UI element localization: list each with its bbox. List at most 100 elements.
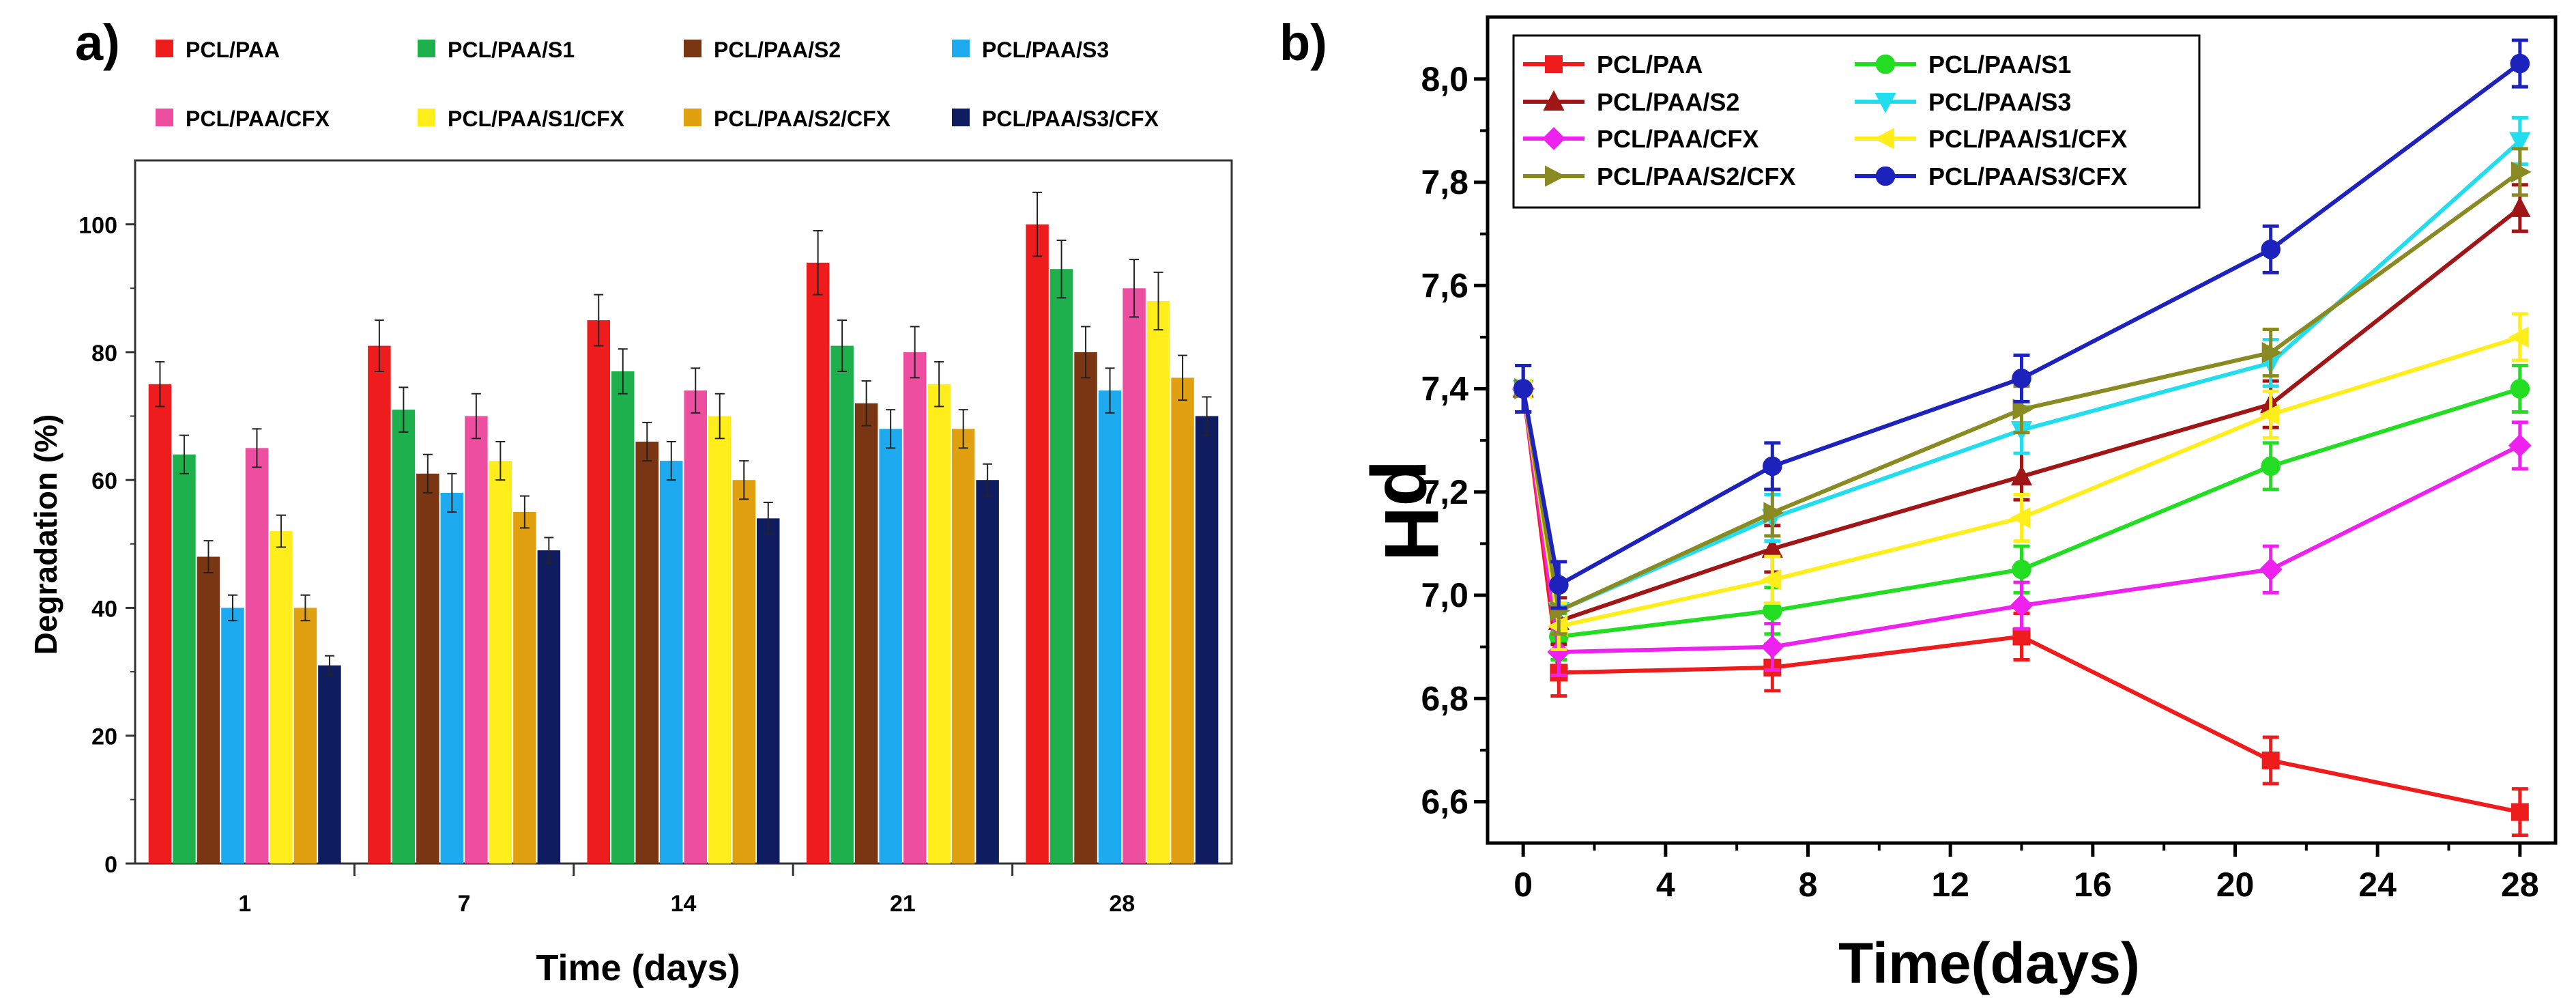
- data-point-pcl-paa-cfx-day-14: [2010, 594, 2034, 618]
- legend-marker: [1545, 165, 1565, 187]
- legend-marker: [1542, 127, 1565, 150]
- bar-pcl-paa-s2-day-1: [197, 556, 220, 864]
- bar-pcl-paa-s3-cfx-day-14: [757, 518, 780, 864]
- x-tick-label: 28: [2501, 866, 2539, 904]
- legend-label: PCL/PAA/S3: [982, 38, 1109, 62]
- bar-pcl-paa-s3-day-7: [440, 492, 464, 864]
- legend-label: PCL/PAA: [186, 38, 280, 62]
- bar-pcl-paa-s3-cfx-day-7: [537, 550, 561, 864]
- y-tick-label: 0: [104, 852, 117, 878]
- line-chart-legend: PCL/PAA PCL/PAA/S1 PCL/PAA/S2 PCL/PAA/S3 PCL…: [1512, 34, 2201, 209]
- bar-pcl-paa-s2-cfx-day-1: [293, 608, 317, 864]
- x-tick-label: 7: [458, 891, 471, 917]
- bar-pcl-paa-cfx-day-7: [465, 416, 488, 864]
- bar-chart-legend: PCL/PAA PCL/PAA/S1 PCL/PAA/S2 PCL/PAA/S3 PCL…: [156, 38, 1159, 131]
- bar-pcl-paa-s2-day-7: [416, 473, 439, 864]
- legend-swatch-pcl-paa-s3: [952, 40, 970, 57]
- bar-pcl-paa-s1-cfx-day-21: [927, 384, 951, 864]
- legend-label: PCL/PAA/CFX: [1597, 125, 1759, 153]
- data-point-pcl-paa-s3-cfx-day-0: [1513, 379, 1533, 399]
- bar-pcl-paa-s1-day-14: [611, 371, 635, 864]
- bar-pcl-paa-s3-cfx-day-21: [976, 480, 999, 864]
- degradation-bar-chart: a) PCL/PAA PCL/PAA/S1 PCL/PAA/S2 PCL/PAA/S3…: [28, 14, 1233, 988]
- bar-pcl-paa-s1-day-28: [1050, 269, 1073, 864]
- data-point-pcl-paa-s1-cfx-day-7: [1761, 569, 1782, 590]
- y-tick-label: 80: [91, 341, 117, 367]
- bar-pcl-paa-s1-day-1: [173, 454, 196, 864]
- data-point-pcl-paa-s2-day-7: [1761, 537, 1783, 558]
- data-point-pcl-paa-day-21: [2261, 752, 2280, 769]
- legend-label: PCL/PAA/S1: [1928, 51, 2071, 79]
- bar-pcl-paa-s1-day-21: [830, 345, 854, 864]
- legend-label: PCL/PAA/S2/CFX: [1597, 162, 1795, 190]
- legend-label: PCL/PAA/S2: [714, 38, 841, 62]
- bar-pcl-paa-s3-day-21: [879, 429, 902, 864]
- legend-marker: [1875, 166, 1896, 186]
- data-point-pcl-paa-s3-cfx-day-28: [2510, 53, 2530, 74]
- bar-pcl-paa-s2-day-28: [1074, 352, 1097, 864]
- bar-pcl-paa-s2-cfx-day-7: [513, 512, 536, 864]
- legend-swatch-pcl-paa: [156, 40, 173, 57]
- bar-pcl-paa-day-7: [368, 345, 391, 864]
- legend-label: PCL/PAA/S3: [1928, 88, 2071, 116]
- bar-chart-x-axis-title: Time (days): [536, 947, 740, 988]
- legend-marker: [1875, 54, 1896, 74]
- data-point-pcl-paa-s3-cfx-day-14: [2012, 369, 2031, 388]
- bar-pcl-paa-s1-cfx-day-28: [1146, 301, 1170, 864]
- data-point-pcl-paa-s2-day-14: [2010, 465, 2033, 486]
- series-line-pcl-paa-s3-cfx: [1521, 61, 2521, 588]
- data-point-pcl-paa-s2-cfx-day-14: [2012, 399, 2034, 420]
- data-point-pcl-paa-s1-cfx-day-28: [2508, 326, 2529, 348]
- legend-label: PCL/PAA/S3/CFX: [982, 106, 1159, 131]
- panel-b-label: b): [1279, 14, 1327, 71]
- legend-label: PCL/PAA: [1597, 51, 1703, 79]
- bar-pcl-paa-s3-day-1: [221, 608, 244, 864]
- bar-pcl-paa-day-28: [1026, 224, 1049, 864]
- bar-pcl-paa-s1-cfx-day-7: [489, 461, 512, 864]
- y-tick-label: 7,2: [1421, 473, 1468, 511]
- bar-pcl-paa-s1-cfx-day-14: [708, 416, 732, 864]
- data-point-pcl-paa-s2-cfx-day-28: [2510, 161, 2532, 183]
- legend-swatch-pcl-paa-s1-cfx: [418, 109, 435, 126]
- x-tick-label: 28: [1109, 891, 1135, 917]
- x-tick-label: 14: [671, 891, 697, 917]
- data-point-pcl-paa-cfx-day-21: [2259, 558, 2283, 582]
- y-tick-label: 7,0: [1421, 576, 1468, 614]
- bar-pcl-paa-s2-cfx-day-21: [951, 429, 975, 864]
- x-tick-label: 0: [1514, 866, 1533, 904]
- bar-chart-frame: [134, 159, 1233, 865]
- legend-marker: [1874, 128, 1894, 149]
- data-point-pcl-paa-day-14: [2012, 627, 2031, 646]
- data-point-pcl-paa-s1-day-28: [2510, 379, 2530, 399]
- y-tick-label: 6,8: [1421, 679, 1468, 717]
- legend-swatch-pcl-paa-cfx: [156, 109, 173, 126]
- bar-pcl-paa-s2-cfx-day-28: [1171, 377, 1194, 864]
- data-point-pcl-paa-s1-day-21: [2261, 456, 2281, 476]
- bar-pcl-paa-s1-cfx-day-1: [270, 531, 293, 864]
- x-tick-label: 8: [1799, 866, 1818, 904]
- legend-label: PCL/PAA/S2: [1597, 88, 1739, 116]
- line-chart-plot-area: 0 4 8 12 16 20 24 28 6,6 6,8 7,0 7,2 7,4 7,6 7,8 8,0: [1421, 15, 2558, 904]
- data-point-pcl-paa-s2-cfx-day-1: [1550, 600, 1571, 622]
- y-tick-label: 40: [91, 596, 117, 622]
- bar-chart-plot-area: 0 20 40 60 80 100 1 7 14 21 28: [78, 159, 1233, 917]
- x-tick-label: 16: [2074, 866, 2112, 904]
- data-point-pcl-paa-cfx-day-1: [1547, 640, 1571, 664]
- legend-marker: [1543, 90, 1565, 111]
- legend-label: PCL/PAA/CFX: [186, 106, 330, 131]
- data-point-pcl-paa-day-28: [2510, 803, 2529, 821]
- legend-swatch-pcl-paa-s3-cfx: [952, 109, 970, 126]
- x-tick-label: 4: [1656, 866, 1675, 904]
- series-pcl-paa-s3-cfx: [1513, 38, 2530, 610]
- y-tick-label: 60: [91, 468, 117, 494]
- bar-pcl-paa-cfx-day-21: [903, 352, 927, 864]
- legend-label: PCL/PAA/S2/CFX: [714, 106, 891, 131]
- x-tick-label: 12: [1931, 866, 1969, 904]
- data-point-pcl-paa-s3-cfx-day-7: [1763, 456, 1782, 476]
- bar-pcl-paa-s1-day-7: [392, 410, 416, 864]
- x-tick-label: 24: [2358, 866, 2397, 904]
- legend-swatch-pcl-paa-s2: [684, 40, 701, 57]
- data-point-pcl-paa-s3-cfx-day-1: [1549, 575, 1569, 595]
- data-point-pcl-paa-s1-day-7: [1763, 601, 1782, 621]
